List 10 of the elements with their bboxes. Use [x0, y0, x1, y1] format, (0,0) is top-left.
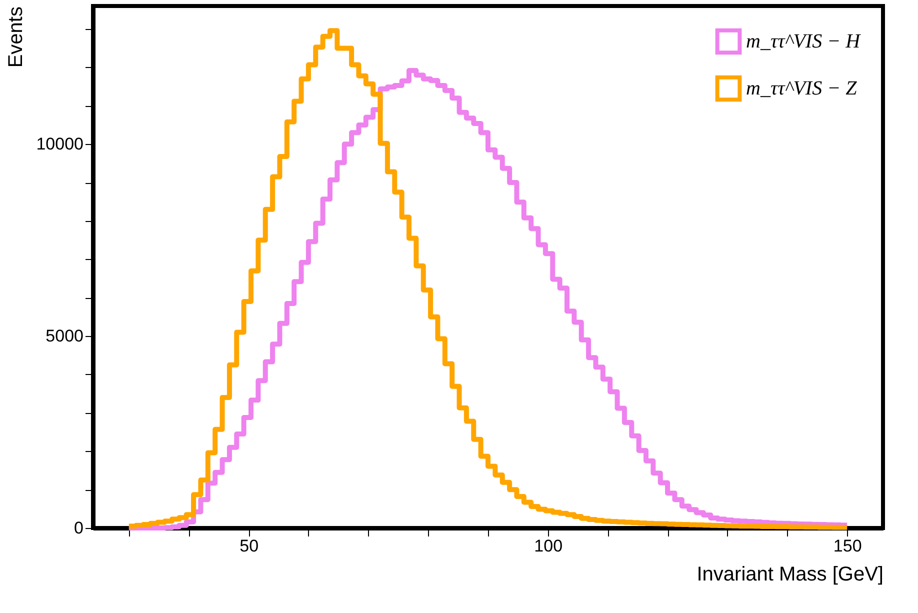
- x-axis-title: Invariant Mass [GeV]: [696, 564, 884, 586]
- y-tick-label: 0: [74, 518, 84, 538]
- x-tick-label: 100: [534, 536, 563, 556]
- x-tick-label: 150: [833, 536, 862, 556]
- y-axis-title: Events: [5, 6, 28, 68]
- legend-label: m_ττ^VIS − Z: [746, 78, 858, 100]
- legend-label: m_ττ^VIS − H: [746, 30, 862, 52]
- y-tick-label: 10000: [36, 134, 84, 154]
- x-tick-label: 50: [240, 536, 259, 556]
- y-tick-label: 5000: [46, 326, 84, 346]
